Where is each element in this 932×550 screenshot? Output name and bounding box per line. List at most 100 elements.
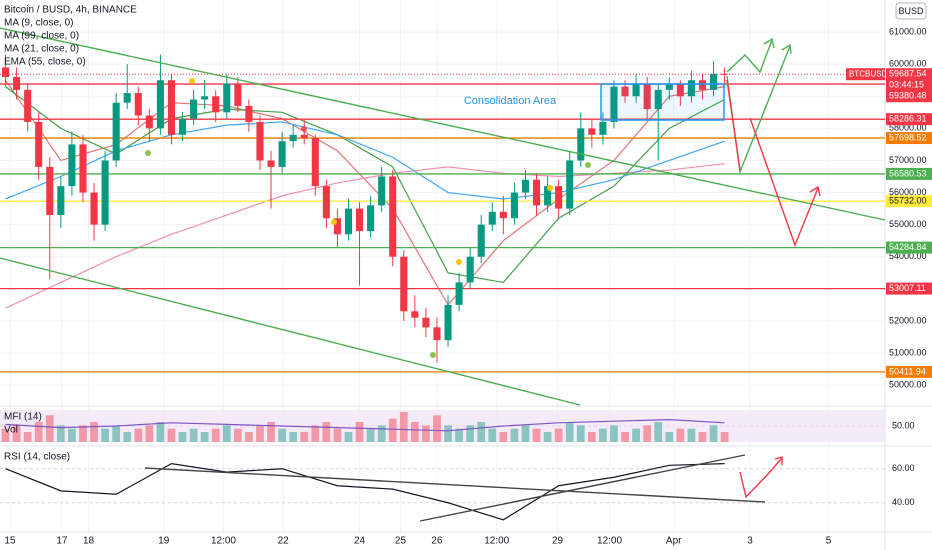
candle-body [190,99,198,119]
candle-body [411,311,419,318]
candle-body [378,176,386,206]
candle-body [499,211,507,219]
candle-body [643,83,651,110]
volume-bar [433,415,441,442]
volume-bar [687,428,696,442]
candle-body [68,144,76,187]
candle-body [223,83,231,113]
y-tick-label: 50000.00 [889,379,927,389]
volume-bar [720,432,729,442]
forecast-down [749,117,819,247]
volume-bar [1,428,10,442]
candle-body [267,160,275,167]
candle-body [721,73,729,75]
volume-bar [632,428,640,442]
level-label: 54284.84 [889,242,927,252]
candle-body [300,134,308,138]
volume-bar [156,422,165,442]
volume-bar [333,428,342,442]
candle-body [400,256,408,312]
volume-bar [366,428,375,442]
arrow-head [781,43,792,55]
candle-body [234,83,242,106]
volume-bar [444,425,452,442]
volume-bar [676,428,685,442]
x-tick-label: 17 [56,536,68,547]
volume-bar [355,422,364,442]
rsi-trend-line [419,454,746,522]
candle-body [444,304,452,341]
plot [0,54,885,521]
annotation: Consolidation Area [464,95,557,107]
arrow-head [774,456,783,465]
currency-box[interactable] [895,2,927,20]
candle-body [13,77,21,90]
level-label: 59380.48 [889,91,927,101]
legend-entry: MA (99, close, 0) [4,31,79,42]
last-name-box [846,68,885,81]
candle-body [466,256,474,283]
volume-bar [455,428,463,442]
volume-bar [167,428,176,442]
volume-title: Vol [4,425,18,436]
candle-body [278,141,286,167]
candle-body [389,176,397,257]
x-tick-label: 29 [552,536,564,547]
volume-bar [267,422,275,442]
candle-body [178,118,187,135]
x-tick-label: 12:00 [484,536,509,547]
volume-bar [410,422,419,442]
volume-bar [178,432,187,442]
volume-bar [643,425,652,442]
last-price: 59687.54 [889,69,927,79]
volume-bar [289,432,298,442]
candle-body [709,73,718,90]
signal-dot [189,78,195,84]
candle-body [1,67,10,78]
volume-bar [399,412,408,442]
level-label-box [886,132,932,145]
volume-bar [377,425,386,442]
volume-bar [56,425,65,442]
level-label: 50411.94 [889,366,926,376]
volume-bar [101,428,109,442]
x-tick-label: 18 [83,536,95,547]
level-label-box [886,90,932,103]
volume-bar [222,425,231,442]
volume-bar [211,428,220,442]
x-tick-label: 26 [431,536,443,547]
volume-bar [532,428,541,442]
candle-body [555,186,563,209]
x-tick-label: 25 [395,536,407,547]
signal-dot [331,219,337,225]
candle-body [654,89,662,110]
volume-bar [576,425,585,442]
candle-body [632,83,640,97]
signal-dots [145,78,591,358]
volume-bar [610,425,618,442]
volume-bar [233,428,242,442]
volume-bar [300,432,309,442]
y-tick-label: 57000.00 [889,155,927,165]
currency[interactable]: BUSD [898,6,924,16]
candle-body [544,186,552,206]
candle-body [24,89,32,122]
candle-body [333,218,341,235]
level-label: 56580.53 [889,168,927,178]
volume-bar [145,425,154,442]
legend-entry: MA (21, close, 0) [4,44,79,55]
forecast-down [726,79,741,171]
volume-bar [34,422,43,442]
trend-line [0,27,886,221]
volume-bar [654,422,663,442]
volume-bar [621,432,629,442]
level-label-box [886,167,932,180]
mfi-tick-label: 50.00 [892,420,915,430]
y-tick-label: 61000.00 [889,26,927,36]
candle-body [212,96,220,113]
volume-bar [79,425,87,442]
candle-body [112,102,120,161]
signal-dot [145,150,151,156]
volume-bar [134,428,143,442]
volume-bar [565,422,574,442]
